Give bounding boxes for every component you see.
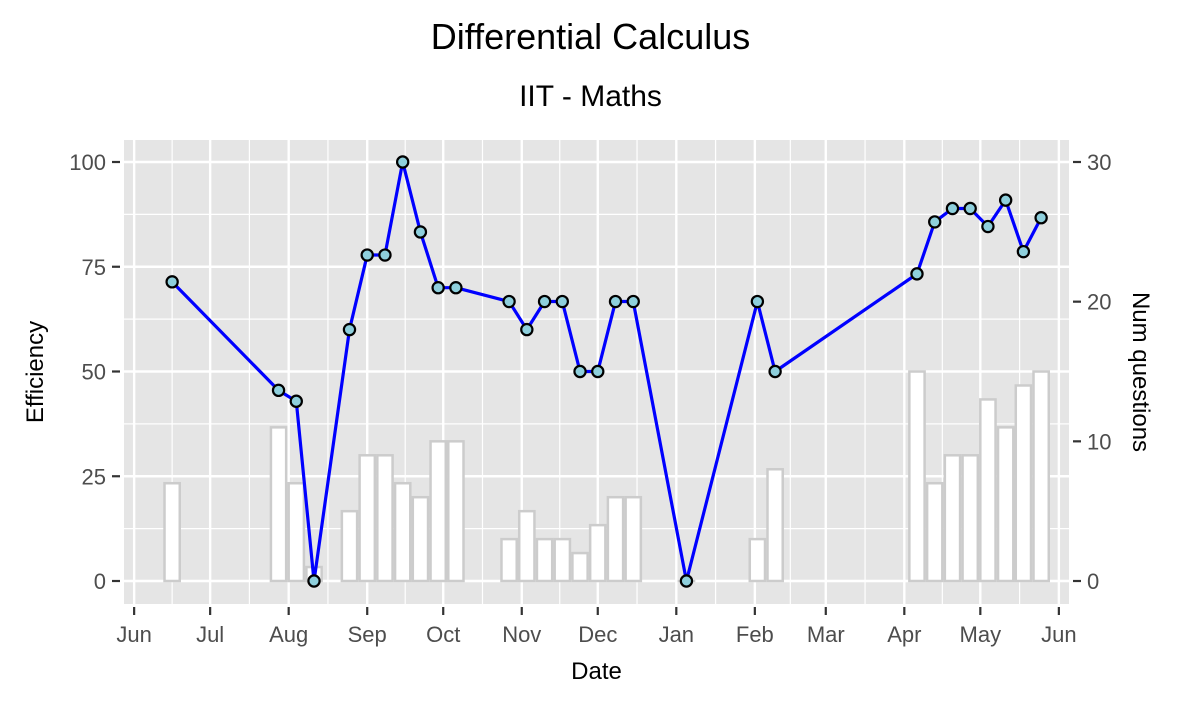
question-count-bar	[571, 551, 589, 583]
x-tick-label: Aug	[269, 622, 308, 647]
question-count-bar	[447, 440, 465, 583]
efficiency-point	[378, 248, 392, 262]
efficiency-point	[271, 383, 286, 398]
question-count-bar	[269, 426, 288, 583]
x-tick-label: Feb	[736, 622, 774, 647]
efficiency-point	[910, 267, 924, 281]
efficiency-point	[449, 281, 463, 295]
y2-tick-label: 30	[1087, 150, 1111, 175]
efficiency-point	[945, 201, 960, 216]
question-count-bar	[500, 537, 518, 583]
y-axis-title: Efficiency	[22, 321, 49, 423]
y-tick-label: 100	[69, 150, 106, 175]
efficiency-point	[502, 294, 516, 309]
efficiency-point	[360, 248, 374, 262]
question-count-bar	[748, 537, 767, 583]
x-tick-label: Dec	[578, 622, 617, 647]
efficiency-point	[998, 193, 1013, 207]
chart-title: Differential Calculus	[430, 16, 751, 57]
question-count-bar	[553, 537, 572, 583]
x-tick-label: Mar	[807, 622, 845, 647]
question-count-bar	[287, 481, 306, 583]
question-count-bar	[766, 468, 784, 583]
question-count-bar	[340, 509, 359, 583]
efficiency-point	[289, 394, 303, 408]
question-count-bar	[358, 454, 377, 583]
y2-axis-title: Num questions	[1127, 292, 1154, 452]
efficiency-point	[981, 219, 995, 234]
question-count-bar	[961, 454, 980, 583]
x-tick-label: Sep	[348, 622, 387, 647]
y-tick-label: 75	[82, 255, 106, 280]
efficiency-point	[679, 574, 694, 588]
x-tick-label: Jan	[659, 622, 694, 647]
x-tick-label: Jun	[1041, 622, 1076, 647]
efficiency-point	[928, 215, 942, 229]
x-tick-label: Jul	[196, 622, 224, 647]
efficiency-point	[431, 281, 445, 295]
x-tick-label: Apr	[887, 622, 921, 647]
question-count-bar	[606, 495, 625, 583]
efficiency-point	[768, 364, 782, 379]
efficiency-point	[165, 275, 179, 289]
question-count-bar	[429, 440, 448, 583]
question-count-bar	[411, 495, 430, 583]
efficiency-point	[1034, 211, 1048, 225]
question-count-bar	[979, 398, 997, 583]
y-tick-label: 50	[82, 360, 106, 385]
efficiency-point	[555, 294, 569, 309]
x-tick-label: Jun	[116, 622, 151, 647]
question-count-bar	[1032, 370, 1050, 583]
efficiency-point	[591, 364, 605, 379]
efficiency-point	[608, 294, 623, 309]
y2-tick-label: 20	[1087, 290, 1111, 315]
efficiency-point	[573, 364, 587, 379]
question-count-bar	[588, 523, 607, 583]
efficiency-point	[395, 155, 410, 169]
question-count-bar	[996, 426, 1015, 583]
efficiency-point	[537, 294, 552, 309]
question-count-bar	[925, 481, 944, 583]
efficiency-point	[413, 225, 428, 239]
y-tick-label: 25	[82, 464, 106, 489]
efficiency-point	[750, 294, 765, 309]
y2-tick-label: 0	[1087, 569, 1099, 594]
question-count-bar	[535, 537, 554, 583]
question-count-bar	[908, 370, 926, 583]
efficiency-point	[626, 294, 640, 309]
y2-tick-label: 10	[1087, 429, 1111, 454]
question-count-bar	[163, 481, 182, 583]
question-count-bar	[376, 454, 394, 583]
question-count-bar	[943, 454, 962, 583]
efficiency-point	[520, 322, 534, 337]
x-tick-label: Oct	[426, 622, 460, 647]
y-tick-label: 0	[94, 569, 106, 594]
chart-subtitle: IIT - Maths	[519, 80, 662, 113]
question-count-bar	[393, 481, 412, 583]
question-count-bar	[1014, 384, 1033, 583]
efficiency-point	[342, 322, 357, 337]
question-count-bar	[517, 509, 536, 583]
efficiency-point	[963, 201, 977, 216]
x-tick-label: Nov	[502, 622, 541, 647]
x-axis-title: Date	[571, 658, 622, 685]
x-tick-label: May	[960, 622, 1002, 647]
efficiency-point	[1016, 244, 1031, 259]
efficiency-point	[307, 574, 321, 588]
question-count-bar	[624, 495, 643, 583]
